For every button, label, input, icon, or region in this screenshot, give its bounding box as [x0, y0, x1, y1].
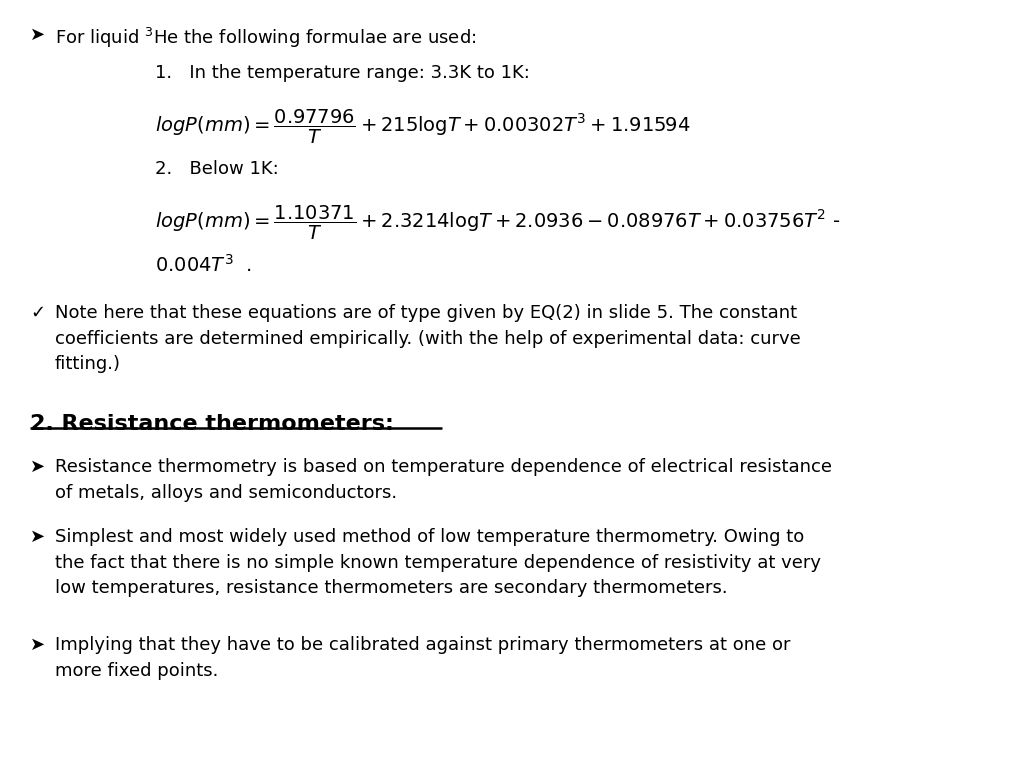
Text: 1.   In the temperature range: 3.3K to 1K:: 1. In the temperature range: 3.3K to 1K:	[155, 64, 529, 82]
Text: ✓: ✓	[30, 304, 45, 322]
Text: Resistance thermometry is based on temperature dependence of electrical resistan: Resistance thermometry is based on tempe…	[55, 458, 831, 502]
Text: ➤: ➤	[30, 528, 45, 546]
Text: ➤: ➤	[30, 636, 45, 654]
Text: Implying that they have to be calibrated against primary thermometers at one or
: Implying that they have to be calibrated…	[55, 636, 791, 680]
Text: $\mathit{log}\mathit{P}(mm) = \dfrac{0.97796}{T}+215\mathrm{log}T + 0.00302T^3 +: $\mathit{log}\mathit{P}(mm) = \dfrac{0.9…	[155, 108, 690, 146]
Text: ➤: ➤	[30, 26, 45, 44]
Text: Note here that these equations are of type given by EQ(2) in slide 5. The consta: Note here that these equations are of ty…	[55, 304, 801, 373]
Text: $0.004T^3$  .: $0.004T^3$ .	[155, 254, 252, 276]
Text: $\mathit{log}\mathit{P}(mm) = \dfrac{1.10371}{T}+2.3214\mathrm{log}T + 2.0936-0.: $\mathit{log}\mathit{P}(mm) = \dfrac{1.1…	[155, 204, 841, 242]
Text: 2. Resistance thermometers:: 2. Resistance thermometers:	[30, 414, 394, 434]
Text: For liquid $^3$He the following formulae are used:: For liquid $^3$He the following formulae…	[55, 26, 476, 50]
Text: ➤: ➤	[30, 458, 45, 476]
Text: 2.   Below 1K:: 2. Below 1K:	[155, 160, 279, 178]
Text: Simplest and most widely used method of low temperature thermometry. Owing to
th: Simplest and most widely used method of …	[55, 528, 821, 598]
